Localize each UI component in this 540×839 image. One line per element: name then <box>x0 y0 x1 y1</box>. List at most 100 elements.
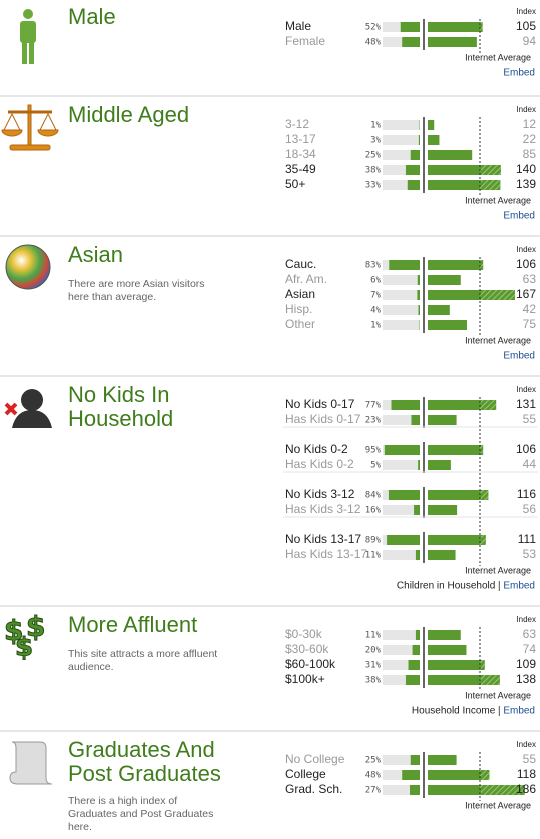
above-average-hatch <box>480 770 490 780</box>
row-label: Grad. Sch. <box>285 782 342 796</box>
row-label: $30-60k <box>285 642 329 656</box>
index-header: Index <box>516 615 536 624</box>
index-bar <box>428 135 440 145</box>
index-value: 53 <box>523 547 537 561</box>
embed-link[interactable]: Embed <box>503 351 535 362</box>
percent-bar <box>405 675 420 685</box>
row-label: $60-100k <box>285 657 336 671</box>
percent-bar <box>410 150 420 160</box>
percent-label: 1% <box>370 321 381 331</box>
percent-bar <box>418 460 420 470</box>
percent-bar <box>418 135 420 145</box>
percent-track <box>383 180 420 190</box>
row-label: Has Kids 0-17 <box>285 412 361 426</box>
row-label: $100k+ <box>285 672 325 686</box>
index-header: Index <box>516 7 536 16</box>
index-bar <box>428 260 484 270</box>
percent-label: 25% <box>365 151 382 161</box>
svg-text:$: $ <box>15 633 33 663</box>
index-value: 111 <box>518 532 537 546</box>
row-label: College <box>285 767 326 781</box>
row-label: 18-34 <box>285 147 316 161</box>
index-bar <box>428 320 467 330</box>
percent-track <box>383 660 420 670</box>
percent-track <box>383 505 420 515</box>
index-value: 74 <box>523 642 537 656</box>
percent-label: 27% <box>365 786 382 796</box>
index-bar <box>428 675 500 685</box>
percent-label: 1% <box>370 121 381 131</box>
index-value: 94 <box>523 34 537 48</box>
index-value: 186 <box>516 782 536 796</box>
index-value: 12 <box>523 117 537 131</box>
percent-label: 77% <box>365 401 382 411</box>
embed-link[interactable]: Embed <box>503 706 535 717</box>
index-header: Index <box>516 385 536 394</box>
embed-link[interactable]: Embed <box>503 211 535 222</box>
index-value: 167 <box>516 287 536 301</box>
section-title: No Kids In Household <box>68 382 174 431</box>
average-label: Internet Average <box>465 335 531 345</box>
percent-bar <box>407 180 420 190</box>
above-average-hatch <box>480 180 501 190</box>
index-value: 138 <box>516 672 536 686</box>
index-value: 55 <box>523 752 537 766</box>
percent-bar <box>415 630 420 640</box>
percent-bar <box>414 505 420 515</box>
index-bar <box>428 305 450 315</box>
index-value: 109 <box>516 657 536 671</box>
percent-track <box>383 755 420 765</box>
above-average-hatch <box>480 490 489 500</box>
percent-label: 25% <box>365 756 382 766</box>
percent-track <box>383 165 420 175</box>
percent-label: 5% <box>370 461 381 471</box>
index-value: 116 <box>517 487 536 501</box>
percent-bar <box>415 550 420 560</box>
percent-label: 23% <box>365 416 382 426</box>
percent-bar <box>391 400 420 410</box>
above-average-hatch <box>480 165 501 175</box>
row-label: Female <box>285 34 325 48</box>
index-bar <box>428 550 456 560</box>
embed-link[interactable]: Embed <box>503 581 535 592</box>
row-label: 50+ <box>285 177 305 191</box>
percent-track <box>383 550 420 560</box>
percent-bar <box>405 165 420 175</box>
percent-label: 52% <box>365 23 382 33</box>
index-bar <box>428 445 484 455</box>
index-bar <box>428 505 458 515</box>
percent-track <box>383 645 420 655</box>
index-bar <box>428 275 461 285</box>
percent-track <box>383 460 420 470</box>
above-average-hatch <box>480 535 486 545</box>
above-average-hatch <box>480 290 515 300</box>
percent-bar <box>402 770 420 780</box>
row-label: 13-17 <box>285 132 316 146</box>
section-title: Middle Aged <box>68 102 190 127</box>
percent-bar <box>402 37 420 47</box>
percent-label: 7% <box>370 291 381 301</box>
index-bar <box>428 37 477 47</box>
percent-bar <box>389 260 420 270</box>
percent-label: 48% <box>365 771 382 781</box>
percent-label: 3% <box>370 136 381 146</box>
row-label: 3-12 <box>285 117 309 131</box>
row-label: $0-30k <box>285 627 323 641</box>
index-value: 63 <box>523 272 537 286</box>
percent-bar <box>387 535 420 545</box>
percent-label: 83% <box>365 261 382 271</box>
embed-link[interactable]: Embed <box>503 68 535 79</box>
row-label: Hisp. <box>285 302 312 316</box>
percent-label: 20% <box>365 646 382 656</box>
index-bar <box>428 755 457 765</box>
index-value: 56 <box>523 502 537 516</box>
percent-bar <box>408 660 420 670</box>
percent-track <box>383 120 420 130</box>
index-value: 106 <box>516 257 536 271</box>
section-description: This site attracts a more affluent audie… <box>68 648 218 673</box>
percent-bar <box>384 445 420 455</box>
index-bar <box>428 120 435 130</box>
index-bar <box>428 770 490 780</box>
percent-track <box>383 320 420 330</box>
